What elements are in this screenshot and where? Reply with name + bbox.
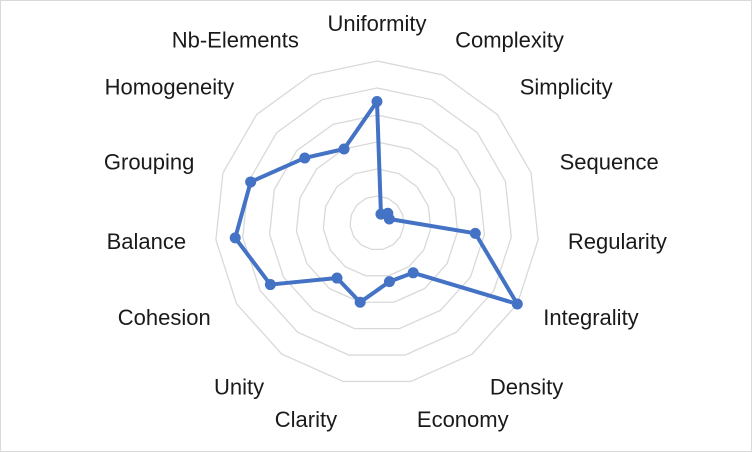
data-point-balance — [229, 232, 241, 244]
data-point-economy — [383, 276, 395, 288]
data-point-homogeneity — [299, 152, 311, 164]
data-point-regularity — [469, 227, 481, 239]
grid-ring — [215, 60, 539, 383]
data-point-integrality — [511, 298, 523, 310]
axis-label-uniformity: Uniformity — [327, 11, 426, 36]
data-point-uniformity — [371, 96, 383, 107]
axis-label-nb-elements: Nb-Elements — [172, 28, 299, 53]
axis-label-simplicity: Simplicity — [520, 75, 613, 100]
data-point-sequence — [383, 213, 395, 225]
grid-ring — [242, 87, 512, 356]
axis-label-sequence: Sequence — [560, 150, 659, 175]
axis-label-complexity: Complexity — [455, 28, 564, 53]
data-point-unity — [331, 272, 343, 284]
data-point-nb-elements — [338, 143, 350, 155]
axis-label-grouping: Grouping — [104, 150, 195, 175]
axis-label-unity: Unity — [214, 374, 264, 399]
data-point-clarity — [354, 296, 366, 308]
grid-ring — [349, 195, 405, 251]
axis-label-cohesion: Cohesion — [118, 305, 211, 330]
axis-label-homogeneity: Homogeneity — [105, 75, 235, 100]
axis-label-balance: Balance — [107, 229, 187, 254]
axis-label-integrality: Integrality — [543, 305, 638, 330]
data-point-density — [407, 267, 419, 279]
grid-ring — [295, 141, 459, 303]
axis-label-density: Density — [490, 374, 563, 399]
grid-ring — [268, 114, 486, 330]
grid-ring — [322, 168, 432, 277]
data-point-cohesion — [264, 279, 276, 291]
axis-label-regularity: Regularity — [568, 229, 667, 254]
axis-label-economy: Economy — [417, 407, 509, 432]
axis-label-clarity: Clarity — [275, 407, 337, 432]
data-point-grouping — [245, 176, 257, 188]
